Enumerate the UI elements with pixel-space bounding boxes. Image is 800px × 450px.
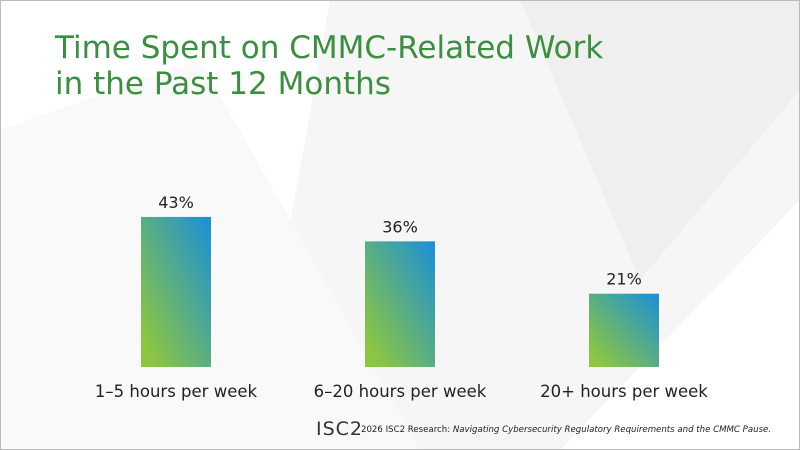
chart-title: in the Past 12 Months <box>55 66 391 102</box>
value-label: 36% <box>382 217 418 236</box>
chart-title: Time Spent on CMMC-Related Work <box>54 30 603 66</box>
x-tick-label: 20+ hours per week <box>540 382 708 401</box>
value-label: 43% <box>158 193 194 212</box>
bar <box>141 216 211 367</box>
x-tick-label: 6–20 hours per week <box>314 382 487 401</box>
x-tick-label: 1–5 hours per week <box>95 382 258 401</box>
source: 2026 ISC2 Research: Navigating Cybersecu… <box>361 425 771 435</box>
value-label: 21% <box>606 270 642 289</box>
bar <box>589 293 659 367</box>
background-shape <box>520 0 800 280</box>
bar <box>365 241 435 367</box>
source-text: 2026 ISC2 Research: <box>361 425 453 435</box>
logo: ISC2 <box>316 418 363 440</box>
source-title: Navigating Cybersecurity Regulatory Requ… <box>453 425 771 435</box>
